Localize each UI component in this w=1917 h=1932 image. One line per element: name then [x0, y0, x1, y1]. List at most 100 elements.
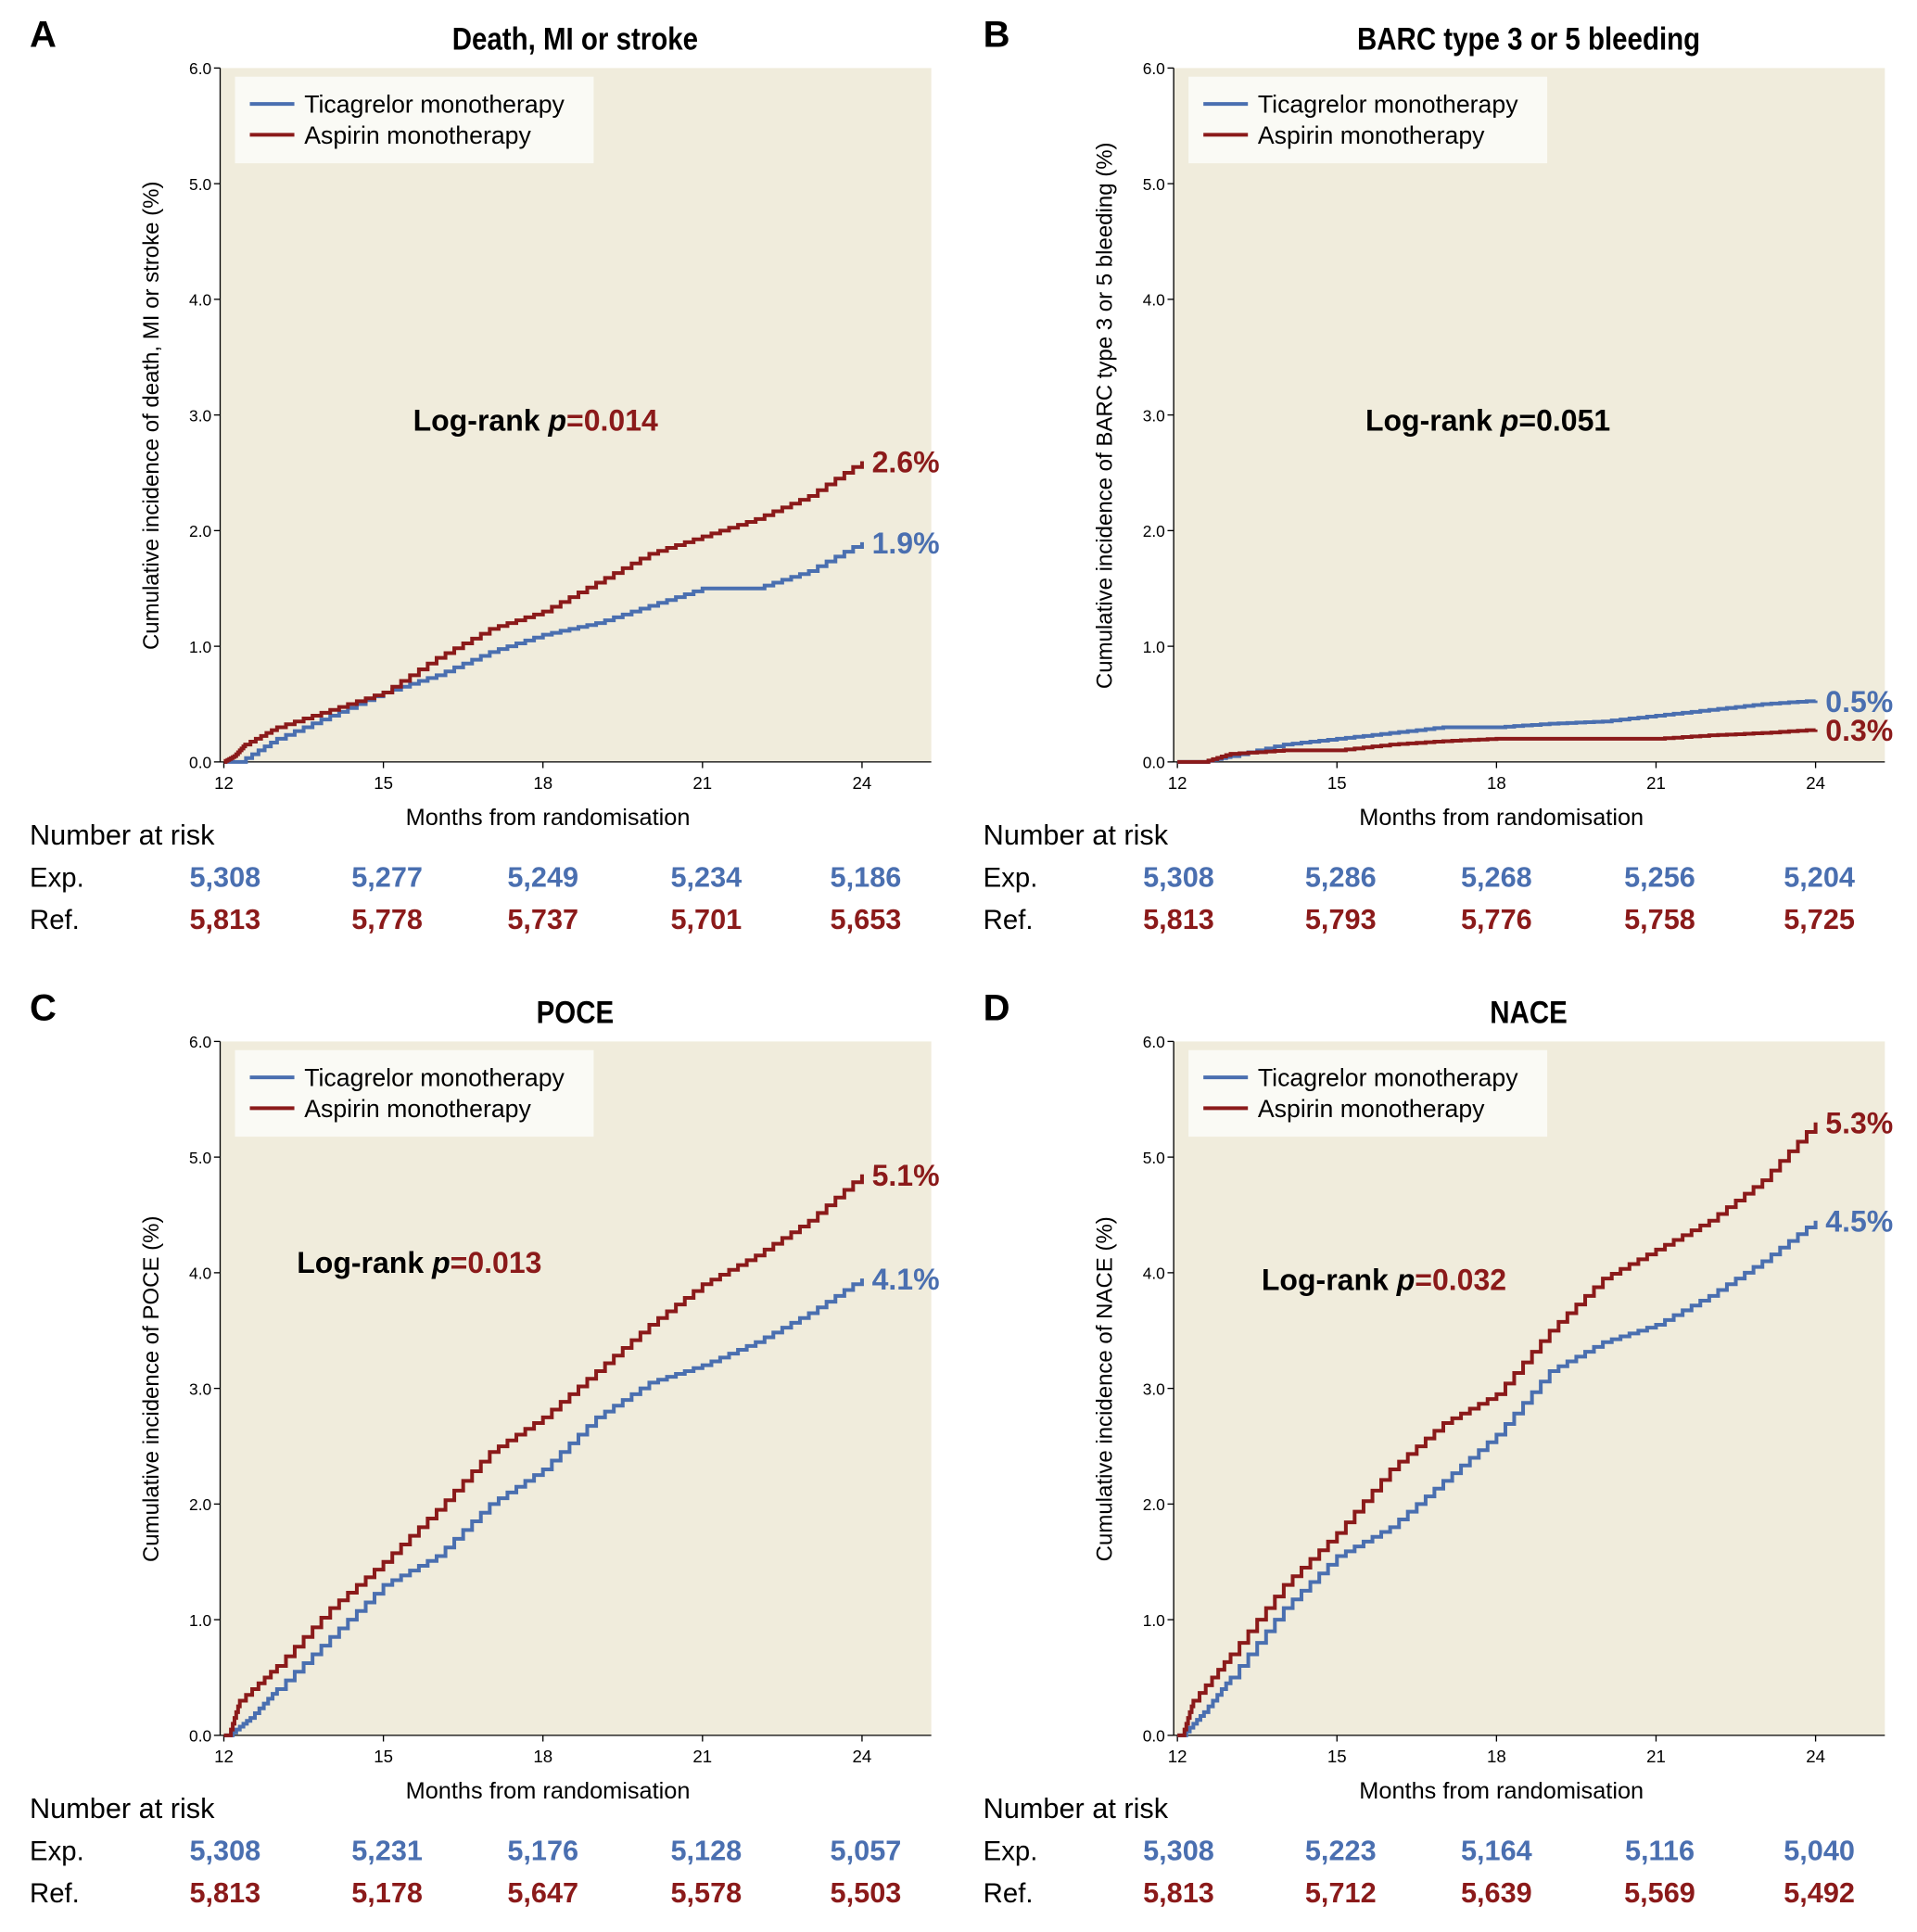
y-tick-label: 4.0: [1143, 1265, 1165, 1283]
risk-row-label: Ref.: [30, 1878, 80, 1909]
end-value-label: 2.6%: [872, 446, 940, 479]
x-tick-label: 15: [1327, 1747, 1347, 1766]
y-tick-label: 0.0: [1143, 754, 1165, 772]
risk-value: 5,308: [189, 1835, 260, 1867]
y-tick-label: 5.0: [189, 1149, 211, 1167]
risk-value: 5,164: [1461, 1835, 1532, 1867]
y-axis-label: Cumulative incidence of BARC type 3 or 5…: [1092, 142, 1117, 689]
risk-row-label: Exp.: [984, 1837, 1038, 1867]
risk-value: 5,268: [1461, 861, 1532, 894]
x-tick-label: 18: [1487, 773, 1506, 793]
end-value-label: 0.5%: [1825, 685, 1893, 718]
risk-value: 5,249: [507, 861, 578, 894]
risk-value: 5,778: [351, 903, 423, 935]
x-axis-label: Months from randomisation: [1359, 805, 1644, 831]
risk-value: 5,813: [189, 1876, 260, 1909]
x-axis-label: Months from randomisation: [406, 1778, 691, 1804]
x-tick-label: 18: [1487, 1747, 1506, 1766]
risk-row-label: Exp.: [30, 1837, 84, 1867]
logrank-prefix: Log-rank: [413, 403, 549, 437]
x-tick-label: 15: [374, 1747, 393, 1766]
logrank-value: =0.051: [1518, 403, 1610, 437]
logrank-prefix: Log-rank: [1262, 1264, 1397, 1297]
risk-table-title: Number at risk: [30, 1792, 215, 1824]
km-curve-ticagrelor: [223, 541, 864, 764]
risk-value: 5,639: [1461, 1876, 1532, 1909]
panel-letter: D: [984, 988, 1010, 1029]
y-axis-label: Cumulative incidence of death, MI or str…: [139, 182, 164, 651]
risk-value: 5,204: [1784, 861, 1855, 894]
y-tick-label: 2.0: [1143, 522, 1165, 540]
risk-table-title: Number at risk: [30, 819, 215, 851]
legend: [235, 76, 594, 164]
risk-value: 5,813: [1143, 1876, 1214, 1909]
legend-label: Ticagrelor monotherapy: [304, 1063, 565, 1091]
legend-label: Ticagrelor monotherapy: [1258, 1063, 1518, 1091]
logrank-text: Log-rank p=0.032: [1262, 1264, 1506, 1297]
x-tick-label: 12: [214, 1747, 234, 1766]
risk-value: 5,308: [1143, 1835, 1214, 1867]
x-axis-label: Months from randomisation: [406, 805, 691, 831]
km-curve-aspirin: [1177, 1122, 1818, 1737]
logrank-p: p: [1396, 1264, 1416, 1297]
x-tick-label: 12: [214, 773, 234, 793]
y-tick-label: 1.0: [189, 638, 211, 656]
x-tick-label: 21: [1646, 1747, 1666, 1766]
end-value-label: 1.9%: [872, 527, 940, 560]
y-tick-label: 0.0: [189, 754, 211, 772]
km-curve-aspirin: [223, 461, 864, 764]
legend-label: Ticagrelor monotherapy: [1258, 90, 1518, 118]
panel-a: A Death, MI or stroke 0.0 1.0 2.0 3.0 4.0 5.0 6.…: [30, 15, 940, 935]
chart-title: Death, MI or stroke: [452, 20, 698, 57]
y-tick-label: 3.0: [189, 1379, 211, 1398]
risk-value: 5,057: [831, 1835, 902, 1867]
risk-row-label: Exp.: [30, 863, 84, 894]
risk-value: 5,128: [670, 1835, 742, 1867]
y-tick-label: 5.0: [1143, 1149, 1165, 1167]
risk-value: 5,737: [507, 903, 578, 935]
risk-value: 5,186: [831, 861, 902, 894]
logrank-text: Log-rank p=0.051: [1365, 403, 1610, 437]
end-value-label: 5.3%: [1825, 1107, 1893, 1140]
chart-title: NACE: [1490, 994, 1568, 1030]
y-tick-label: 2.0: [1143, 1495, 1165, 1514]
plot-area: [220, 1041, 932, 1735]
km-curve-aspirin: [223, 1174, 864, 1737]
risk-value: 5,813: [189, 903, 260, 935]
y-tick-label: 4.0: [189, 291, 211, 310]
legend-label: Aspirin monotherapy: [1258, 121, 1485, 149]
x-tick-label: 18: [533, 1747, 552, 1766]
x-tick-label: 21: [692, 1747, 712, 1766]
plot-area: [220, 68, 932, 762]
risk-row-label: Ref.: [984, 1878, 1034, 1909]
x-tick-label: 24: [1806, 1747, 1825, 1766]
logrank-value: =0.014: [566, 403, 658, 437]
risk-table-title: Number at risk: [984, 1792, 1169, 1824]
risk-value: 5,503: [831, 1876, 902, 1909]
logrank-value: =0.013: [451, 1246, 542, 1279]
risk-value: 5,308: [189, 861, 260, 894]
panel-letter: A: [30, 15, 57, 56]
y-axis-label: Cumulative incidence of NACE (%): [1092, 1216, 1117, 1561]
legend-label: Ticagrelor monotherapy: [304, 90, 565, 118]
y-tick-label: 3.0: [1143, 406, 1165, 425]
legend-label: Aspirin monotherapy: [1258, 1095, 1485, 1123]
y-tick-label: 6.0: [189, 1033, 211, 1051]
km-curve-aspirin: [1177, 728, 1818, 764]
x-tick-label: 21: [1646, 773, 1666, 793]
x-axis-label: Months from randomisation: [1359, 1778, 1644, 1804]
risk-value: 5,176: [507, 1835, 578, 1867]
risk-value: 5,712: [1305, 1876, 1377, 1909]
y-tick-label: 5.0: [1143, 175, 1165, 194]
x-tick-label: 18: [533, 773, 552, 793]
risk-value: 5,569: [1624, 1876, 1695, 1909]
panel-d: D NACE 0.0 1.0 2.0 3.0 4.0 5.0 6.0 12 15 18 21 24 Mont…: [984, 988, 1894, 1909]
y-tick-label: 6.0: [1143, 59, 1165, 78]
y-tick-label: 0.0: [189, 1727, 211, 1746]
y-tick-label: 2.0: [189, 1495, 211, 1514]
x-tick-label: 21: [692, 773, 712, 793]
risk-table-title: Number at risk: [984, 819, 1169, 851]
panel-letter: C: [30, 988, 57, 1029]
risk-value: 5,776: [1461, 903, 1532, 935]
